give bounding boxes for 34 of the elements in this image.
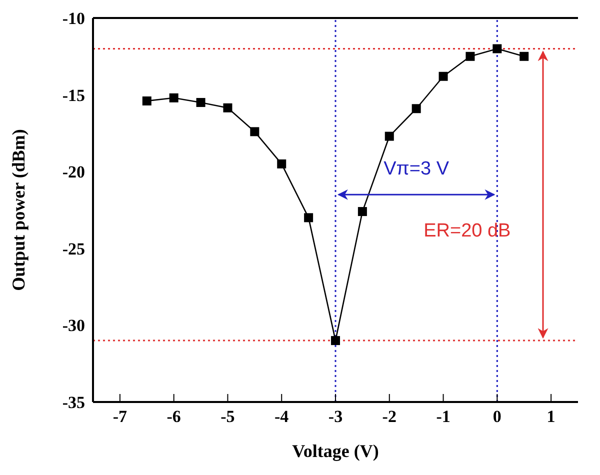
point [438,72,448,81]
x-axis-title: Voltage (V) [292,441,379,461]
x-tick-label: -1 [436,407,450,426]
y-tick-label: -15 [62,86,85,105]
point [384,132,394,141]
x-tick-label: -7 [112,407,128,426]
x-tick-label: -6 [166,407,181,426]
y-axis-title: Output power (dBm) [8,129,28,291]
point [492,44,502,54]
point [169,93,178,102]
y-tick-label: -25 [62,239,85,258]
x-tick-label: -2 [382,407,396,426]
x-tick-label: -5 [220,407,235,426]
annotation: ER=20 dB [424,220,511,242]
y-tick-label: -30 [62,316,85,336]
point [142,96,152,106]
point [520,52,529,61]
point [223,103,232,112]
x-tick-label: -4 [274,407,290,426]
point [250,127,260,136]
y-tick-label: -35 [62,393,85,412]
x-tick-label: 0 [492,407,502,426]
y-tick-label: -10 [62,9,85,28]
y-tick-label: -20 [62,162,85,182]
point [466,52,475,61]
annotation: Vπ=3 V [384,158,450,180]
x-tick-label: -3 [328,407,343,426]
point [304,213,314,222]
point [358,207,367,216]
point [412,104,421,114]
x-tick-label: 1 [546,407,556,426]
point [196,98,206,107]
point [331,336,340,346]
point [277,159,286,168]
